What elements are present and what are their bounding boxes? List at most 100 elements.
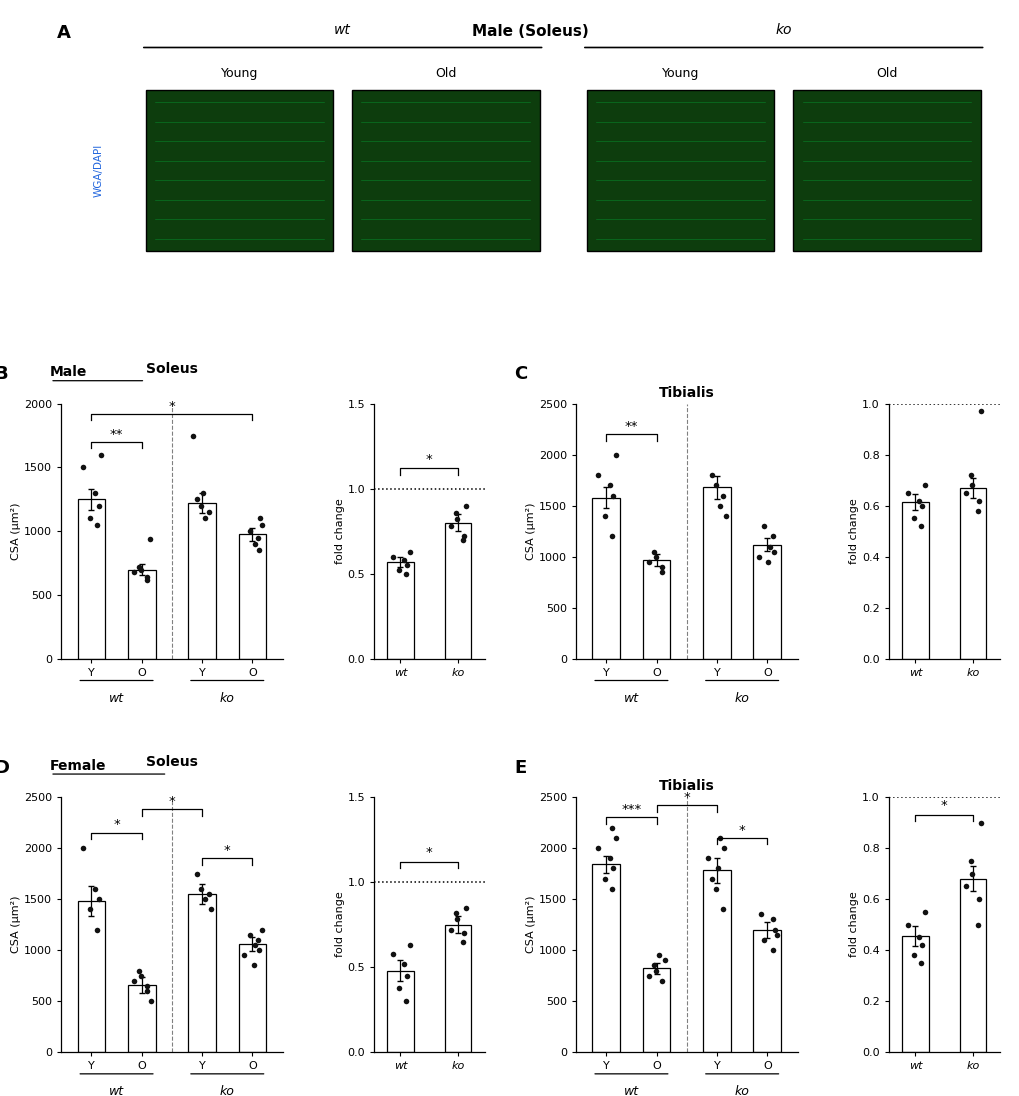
Text: Male (Soleus): Male (Soleus) — [472, 24, 588, 39]
Point — [75, 840, 92, 857]
Bar — [127, 570, 156, 659]
Point — [905, 510, 921, 527]
Text: wt: wt — [624, 1085, 638, 1096]
Point — [254, 921, 270, 938]
Point — [246, 957, 262, 974]
Point — [913, 496, 929, 514]
Point — [910, 928, 926, 946]
Point — [707, 477, 723, 494]
Text: Young: Young — [220, 67, 258, 80]
Point — [397, 566, 414, 583]
Point — [448, 911, 465, 928]
Point — [201, 503, 217, 521]
Point — [596, 870, 612, 888]
Point — [653, 563, 669, 581]
Point — [703, 870, 719, 888]
Point — [969, 492, 985, 510]
Point — [963, 477, 979, 494]
Point — [761, 538, 777, 556]
Bar — [444, 523, 471, 659]
Bar — [702, 870, 731, 1052]
Point — [972, 402, 988, 420]
Y-axis label: fold change: fold change — [849, 892, 858, 958]
FancyBboxPatch shape — [793, 90, 980, 251]
Bar — [238, 944, 266, 1052]
Point — [447, 504, 464, 522]
Text: Young: Young — [661, 67, 699, 80]
Point — [401, 543, 418, 560]
Text: ***: *** — [621, 803, 641, 817]
Point — [455, 924, 472, 941]
Text: *: * — [940, 799, 947, 812]
Point — [454, 530, 471, 548]
Text: wt: wt — [334, 23, 351, 36]
Point — [88, 484, 104, 502]
Point — [189, 865, 205, 882]
Text: *: * — [683, 791, 690, 803]
Text: wt: wt — [109, 1085, 124, 1096]
Point — [912, 955, 928, 972]
Point — [197, 890, 213, 907]
Point — [709, 859, 726, 877]
Point — [711, 496, 728, 514]
Y-axis label: CSA (µm²): CSA (µm²) — [11, 502, 21, 560]
Point — [962, 852, 978, 869]
Point — [130, 558, 147, 575]
Point — [763, 941, 780, 959]
Point — [714, 487, 731, 504]
Point — [913, 936, 929, 954]
Point — [647, 548, 663, 566]
Point — [763, 527, 780, 545]
Point — [899, 484, 915, 502]
Text: wt: wt — [624, 692, 638, 705]
Point — [707, 880, 723, 898]
Text: Male: Male — [50, 365, 88, 379]
Point — [247, 535, 263, 552]
Text: Old: Old — [435, 67, 457, 80]
Point — [755, 932, 771, 949]
Point — [699, 849, 715, 867]
Bar — [753, 545, 781, 659]
Point — [242, 523, 258, 540]
Point — [250, 932, 266, 949]
Bar — [959, 879, 985, 1052]
Point — [89, 921, 105, 938]
Text: ko: ko — [774, 23, 791, 36]
Point — [390, 561, 407, 579]
Text: *: * — [738, 823, 745, 836]
FancyBboxPatch shape — [586, 90, 773, 251]
Bar — [238, 535, 266, 659]
Point — [915, 903, 931, 921]
Point — [969, 916, 985, 934]
Point — [759, 553, 775, 571]
Point — [384, 945, 400, 962]
Text: WGA/DAPI: WGA/DAPI — [94, 144, 104, 197]
Point — [458, 899, 474, 916]
Point — [651, 947, 667, 964]
Bar — [702, 488, 731, 659]
Point — [957, 878, 973, 895]
Point — [88, 880, 104, 898]
FancyBboxPatch shape — [146, 90, 333, 251]
Text: wt: wt — [109, 692, 124, 705]
Point — [91, 890, 107, 907]
Point — [251, 941, 267, 959]
Point — [703, 466, 719, 483]
Bar — [77, 500, 105, 659]
Bar — [189, 894, 216, 1052]
Point — [640, 967, 656, 984]
Point — [130, 962, 147, 980]
Point — [905, 947, 921, 964]
Text: *: * — [426, 846, 432, 859]
Text: ko: ko — [220, 1085, 234, 1096]
Point — [442, 517, 459, 535]
Y-axis label: CSA (µm²): CSA (µm²) — [526, 502, 536, 560]
Point — [607, 829, 624, 846]
Point — [395, 955, 412, 972]
Point — [251, 541, 267, 559]
Point — [91, 496, 107, 514]
Text: B: B — [0, 365, 8, 384]
Point — [75, 459, 92, 477]
Text: ko: ko — [734, 1085, 749, 1096]
Text: *: * — [168, 795, 175, 808]
